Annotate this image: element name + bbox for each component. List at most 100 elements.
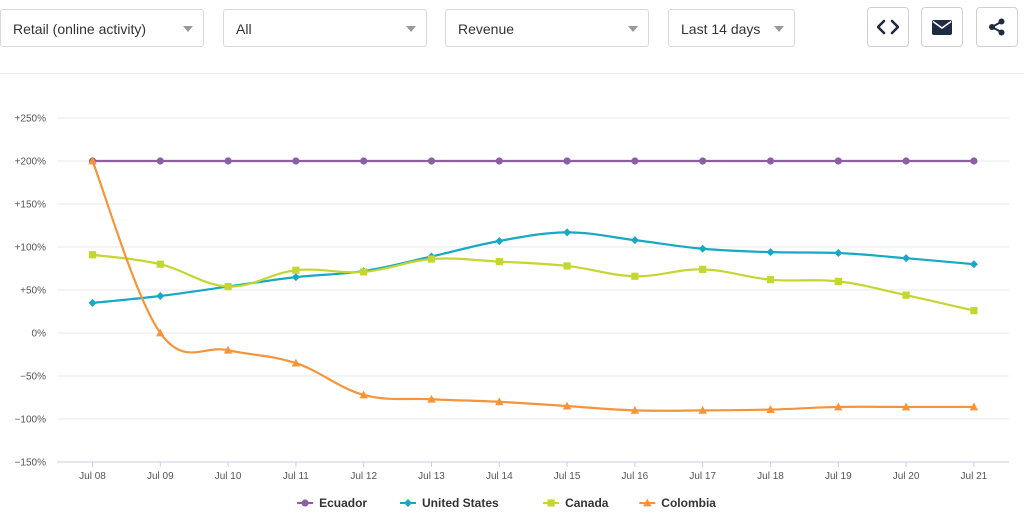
x-tick-label: Jul 11 xyxy=(283,471,309,482)
legend-label: Canada xyxy=(565,496,609,510)
scope-select-value: All xyxy=(236,21,252,37)
x-tick-label: Jul 19 xyxy=(825,471,852,482)
x-tick-label: Jul 10 xyxy=(215,471,242,482)
data-point xyxy=(563,262,571,270)
legend-label: Ecuador xyxy=(319,496,367,510)
x-tick-label: Jul 09 xyxy=(147,471,174,482)
data-point xyxy=(699,157,707,165)
toolbar-divider xyxy=(0,73,1024,74)
legend-item: Colombia xyxy=(639,496,716,510)
y-tick-label: +200% xyxy=(15,157,47,168)
range-select[interactable]: Last 14 days xyxy=(668,9,795,47)
x-tick-label: Jul 13 xyxy=(418,471,445,482)
data-point xyxy=(427,157,436,165)
line-chart: +250% +200% +150% +100% +50% 0% −50% −100% −150%… xyxy=(15,114,1009,510)
data-point xyxy=(698,406,707,414)
data-point xyxy=(224,282,232,291)
data-point xyxy=(902,291,910,299)
y-tick-label: +150% xyxy=(15,200,47,211)
x-tick-label: Jul 12 xyxy=(350,471,377,482)
legend-marker xyxy=(301,499,309,507)
series-ecuador xyxy=(88,157,978,165)
y-tick-label: +100% xyxy=(15,243,47,254)
scope-select[interactable]: All xyxy=(223,9,427,47)
x-tick-label: Jul 18 xyxy=(757,471,784,482)
data-point xyxy=(156,328,165,337)
series-line xyxy=(92,253,975,312)
data-point xyxy=(223,345,233,354)
data-point xyxy=(563,157,571,165)
data-point xyxy=(902,157,910,165)
segment-select[interactable]: Retail (online activity) xyxy=(0,9,204,47)
data-point xyxy=(699,265,707,273)
data-point xyxy=(291,273,300,282)
legend-label: United States xyxy=(422,496,499,510)
y-tick-label: −100% xyxy=(15,415,47,426)
x-tick-label: Jul 20 xyxy=(893,471,920,482)
data-point xyxy=(631,272,639,280)
data-point xyxy=(427,255,436,263)
series-united-states xyxy=(88,228,978,307)
chart-area: +250% +200% +150% +100% +50% 0% −50% −100% −150%… xyxy=(0,74,1024,517)
data-point xyxy=(427,394,436,403)
legend-marker xyxy=(643,498,652,507)
chevron-down-icon xyxy=(774,26,784,32)
data-point xyxy=(834,277,842,285)
data-point xyxy=(88,251,97,259)
y-tick-label: 0% xyxy=(32,329,47,340)
data-point xyxy=(291,358,301,367)
chevron-down-icon xyxy=(406,26,416,32)
legend-item: United States xyxy=(400,496,499,510)
data-point xyxy=(359,390,368,399)
chart-series xyxy=(88,156,979,414)
chart-legend: Ecuador United States Canada Colombia xyxy=(297,496,716,510)
data-point xyxy=(630,236,639,245)
y-tick-label: +250% xyxy=(15,114,47,125)
legend-marker xyxy=(547,499,555,507)
x-tick-label: Jul 21 xyxy=(961,471,988,482)
legend-marker xyxy=(404,499,412,507)
data-point xyxy=(970,307,978,315)
embed-button[interactable] xyxy=(867,7,909,47)
data-point xyxy=(631,157,639,165)
data-point xyxy=(495,157,503,165)
x-axis: Jul 08 Jul 09 Jul 10 Jul 11 Jul 12 Jul 13 Jul … xyxy=(79,462,988,482)
x-tick-label: Jul 17 xyxy=(689,471,716,482)
data-point xyxy=(88,298,97,307)
chevron-down-icon xyxy=(628,26,638,32)
data-point xyxy=(970,157,978,165)
x-tick-label: Jul 15 xyxy=(554,471,581,482)
data-point xyxy=(834,402,843,411)
series-line xyxy=(91,160,974,412)
data-point xyxy=(495,236,504,245)
data-point xyxy=(901,402,911,411)
data-point xyxy=(495,397,504,406)
series-colombia xyxy=(88,156,979,414)
data-point xyxy=(834,249,843,258)
data-point xyxy=(766,248,775,257)
y-tick-label: +50% xyxy=(20,286,46,297)
y-tick-label: −150% xyxy=(15,458,47,469)
data-point xyxy=(563,228,572,237)
legend-label: Colombia xyxy=(661,496,716,510)
data-point xyxy=(969,260,978,269)
x-tick-label: Jul 14 xyxy=(486,471,513,482)
chevron-down-icon xyxy=(183,26,193,32)
data-point xyxy=(495,258,503,266)
data-point xyxy=(766,405,775,413)
x-tick-label: Jul 08 xyxy=(79,471,106,482)
data-point xyxy=(224,157,232,165)
email-button[interactable] xyxy=(921,7,963,47)
legend-item: Canada xyxy=(543,496,609,510)
metric-select[interactable]: Revenue xyxy=(445,9,649,47)
share-button[interactable] xyxy=(976,7,1018,47)
data-point xyxy=(292,266,300,274)
data-point xyxy=(562,401,572,410)
data-point xyxy=(156,292,165,301)
data-point xyxy=(292,157,300,165)
metric-select-value: Revenue xyxy=(458,21,515,37)
data-point xyxy=(88,156,97,165)
data-point xyxy=(156,260,164,268)
data-point xyxy=(902,254,911,263)
share-icon xyxy=(989,18,1005,36)
